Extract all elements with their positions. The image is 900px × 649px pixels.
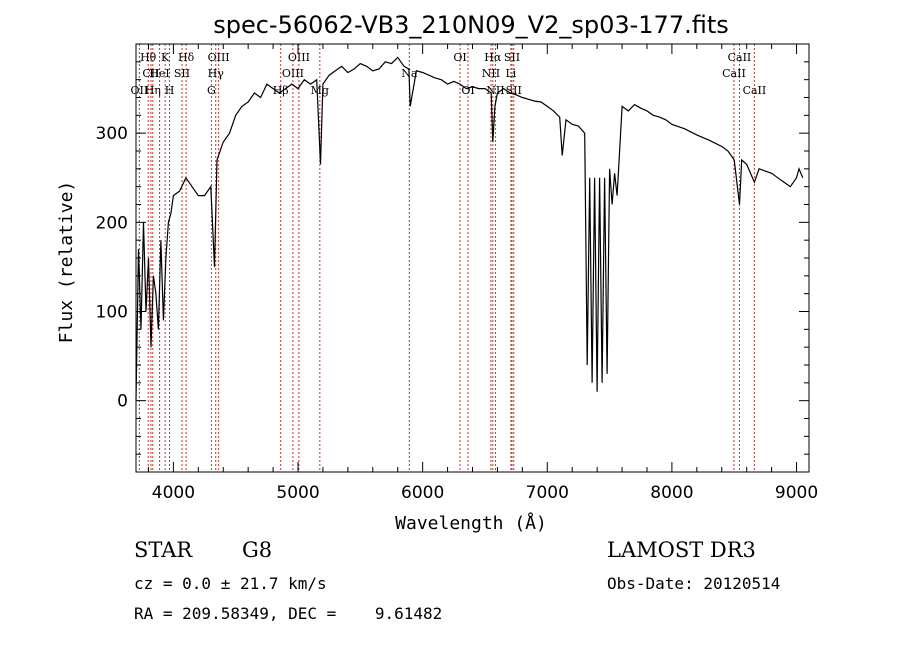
spectral-line-label: OIII [208,51,230,64]
spectral-line-label: HeI [149,67,169,80]
x-tick-label: 5000 [276,483,319,503]
spectral-line-label: OI [453,51,466,64]
spectral-line-label: SII [506,84,522,97]
spectral-line-label: CaII [728,51,752,64]
redshift-info: cz = 0.0 ± 21.7 km/s [134,574,327,593]
x-tick-label: 4000 [152,483,195,503]
x-tick-label: 9000 [775,483,818,503]
y-tick-label: 200 [96,213,128,233]
y-tick-label: 100 [96,303,128,323]
spectral-line-label: Hβ [273,84,289,97]
spectral-line-label: Mg [311,84,329,97]
spectrum-line [135,56,804,401]
spectral-line-label: Hδ [178,51,195,64]
spectral-line-label: CII [142,67,159,80]
spectral-line-label: CaII [722,67,746,80]
spectral-line-label: SII [174,67,190,80]
plot-frame [135,43,810,473]
spectral-line-label: Hγ [208,67,225,80]
spectral-line-label: H [165,84,175,97]
spectral-line-label: OII [131,84,149,97]
x-axis-ticks: 4000 5000 6000 7000 8000 9000 [147,44,818,503]
x-tick-label: 7000 [526,483,569,503]
x-tick-label: 6000 [401,483,444,503]
object-subclass: G8 [242,538,273,562]
x-axis-label: Wavelength (Å) [395,512,547,534]
spectral-line-label: Hη [145,84,161,97]
object-class: STAR [134,538,193,562]
spectral-lines-layer [138,44,755,472]
y-tick-label: 0 [117,392,128,412]
y-tick-label: 300 [96,124,128,144]
spectral-line-label: OIII [282,67,304,80]
spectral-line-label: G [207,84,216,97]
y-axis-label: Flux (relative) [56,181,77,344]
coordinates: RA = 209.58349, DEC = 9.61482 [134,604,443,623]
y-axis-ticks: 0 100 200 300 [96,43,809,455]
spectral-line-label: SII [504,51,520,64]
x-tick-label: 8000 [650,483,693,503]
survey-name: LAMOST DR3 [607,538,756,562]
spectral-line-label: OIII [288,51,310,64]
spectral-line-label: CaII [743,84,767,97]
observation-date: Obs-Date: 20120514 [607,574,781,593]
spectral-line-label: NII [482,67,500,80]
spectral-line-label: Hα [484,51,502,64]
spectral-line-label: Hθ [140,51,157,64]
chart-title: spec-56062-VB3_210N09_V2_sp03-177.fits [213,11,729,39]
spectral-line-label: K [161,51,170,64]
spectral-line-label: Li [505,67,516,80]
